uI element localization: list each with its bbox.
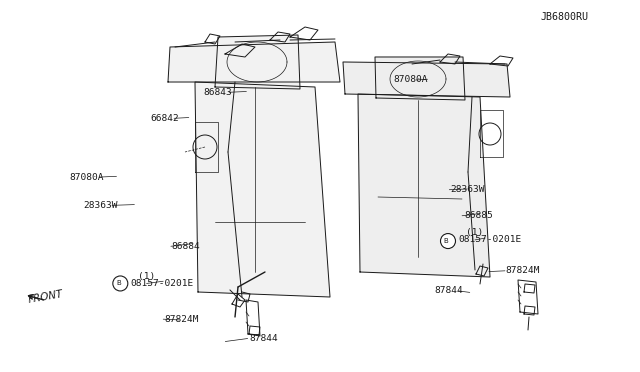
- Text: B: B: [444, 238, 449, 244]
- Polygon shape: [375, 57, 465, 100]
- Polygon shape: [195, 82, 330, 297]
- Text: FRONT: FRONT: [28, 289, 65, 305]
- Text: 08157-0201E: 08157-0201E: [130, 279, 193, 288]
- Text: 66842: 66842: [150, 114, 179, 123]
- Circle shape: [440, 234, 456, 248]
- Polygon shape: [343, 62, 510, 97]
- Text: 87844: 87844: [249, 334, 278, 343]
- Circle shape: [113, 276, 128, 291]
- Text: 87824M: 87824M: [506, 266, 540, 275]
- Polygon shape: [215, 35, 300, 89]
- Text: 28363W: 28363W: [83, 201, 118, 210]
- Text: 86884: 86884: [172, 242, 200, 251]
- Text: 87844: 87844: [434, 286, 463, 295]
- Text: 87080A: 87080A: [393, 76, 428, 84]
- Text: 87080A: 87080A: [69, 173, 104, 182]
- Text: 87824M: 87824M: [164, 315, 199, 324]
- Text: 08157-0201E: 08157-0201E: [458, 235, 522, 244]
- Text: B: B: [116, 280, 121, 286]
- Text: (1): (1): [466, 228, 483, 237]
- Text: 86843: 86843: [204, 88, 232, 97]
- Text: 86885: 86885: [464, 211, 493, 220]
- Text: JB6800RU: JB6800RU: [541, 12, 589, 22]
- Polygon shape: [168, 42, 340, 82]
- Text: 28363W: 28363W: [451, 185, 485, 194]
- Polygon shape: [358, 94, 490, 277]
- Text: (1): (1): [138, 272, 155, 280]
